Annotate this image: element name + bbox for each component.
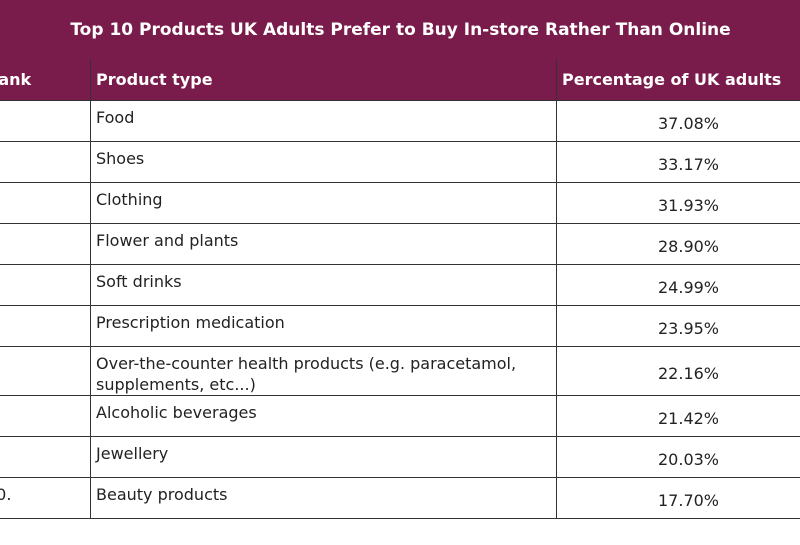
percentage-cell: 21.42% — [555, 395, 800, 437]
rank-cell: 2. — [0, 141, 91, 183]
product-cell: Alcoholic beverages — [90, 395, 557, 437]
column-header: Rank — [0, 58, 91, 101]
product-cell: Over-the-counter health products (e.g. p… — [90, 346, 557, 396]
percentage-cell: 31.93% — [555, 182, 800, 224]
rank-cell: 1. — [0, 100, 91, 142]
products-table: Top 10 Products UK Adults Prefer to Buy … — [0, 0, 800, 519]
percentage-cell: 22.16% — [555, 346, 800, 396]
percentage-cell: 20.03% — [555, 436, 800, 478]
rank-cell: 8. — [0, 395, 91, 437]
percentage-cell: 23.95% — [555, 305, 800, 347]
percentage-cell: 37.08% — [555, 100, 800, 142]
rank-cell: 10. — [0, 477, 91, 519]
rank-cell: 7. — [0, 346, 91, 396]
percentage-cell: 24.99% — [555, 264, 800, 306]
rank-cell: 9. — [0, 436, 91, 478]
product-cell: Prescription medication — [90, 305, 557, 347]
product-cell: Soft drinks — [90, 264, 557, 306]
product-cell: Jewellery — [90, 436, 557, 478]
table-row: 7.Over-the-counter health products (e.g.… — [0, 346, 800, 396]
column-header: Product type — [90, 58, 557, 101]
column-header: Percentage of UK adults — [555, 58, 800, 101]
percentage-cell: 33.17% — [555, 141, 800, 183]
rank-cell: 6. — [0, 305, 91, 347]
percentage-cell: 28.90% — [555, 223, 800, 265]
rank-cell: 3. — [0, 182, 91, 224]
product-cell: Shoes — [90, 141, 557, 183]
product-cell: Food — [90, 100, 557, 142]
table-title: Top 10 Products UK Adults Prefer to Buy … — [0, 0, 800, 59]
product-cell: Flower and plants — [90, 223, 557, 265]
product-cell: Beauty products — [90, 477, 557, 519]
rank-cell: 5. — [0, 264, 91, 306]
table-body: 1.Food37.08%2.Shoes33.17%3.Clothing31.93… — [0, 100, 800, 519]
rank-cell: 4. — [0, 223, 91, 265]
percentage-cell: 17.70% — [555, 477, 800, 519]
product-cell: Clothing — [90, 182, 557, 224]
